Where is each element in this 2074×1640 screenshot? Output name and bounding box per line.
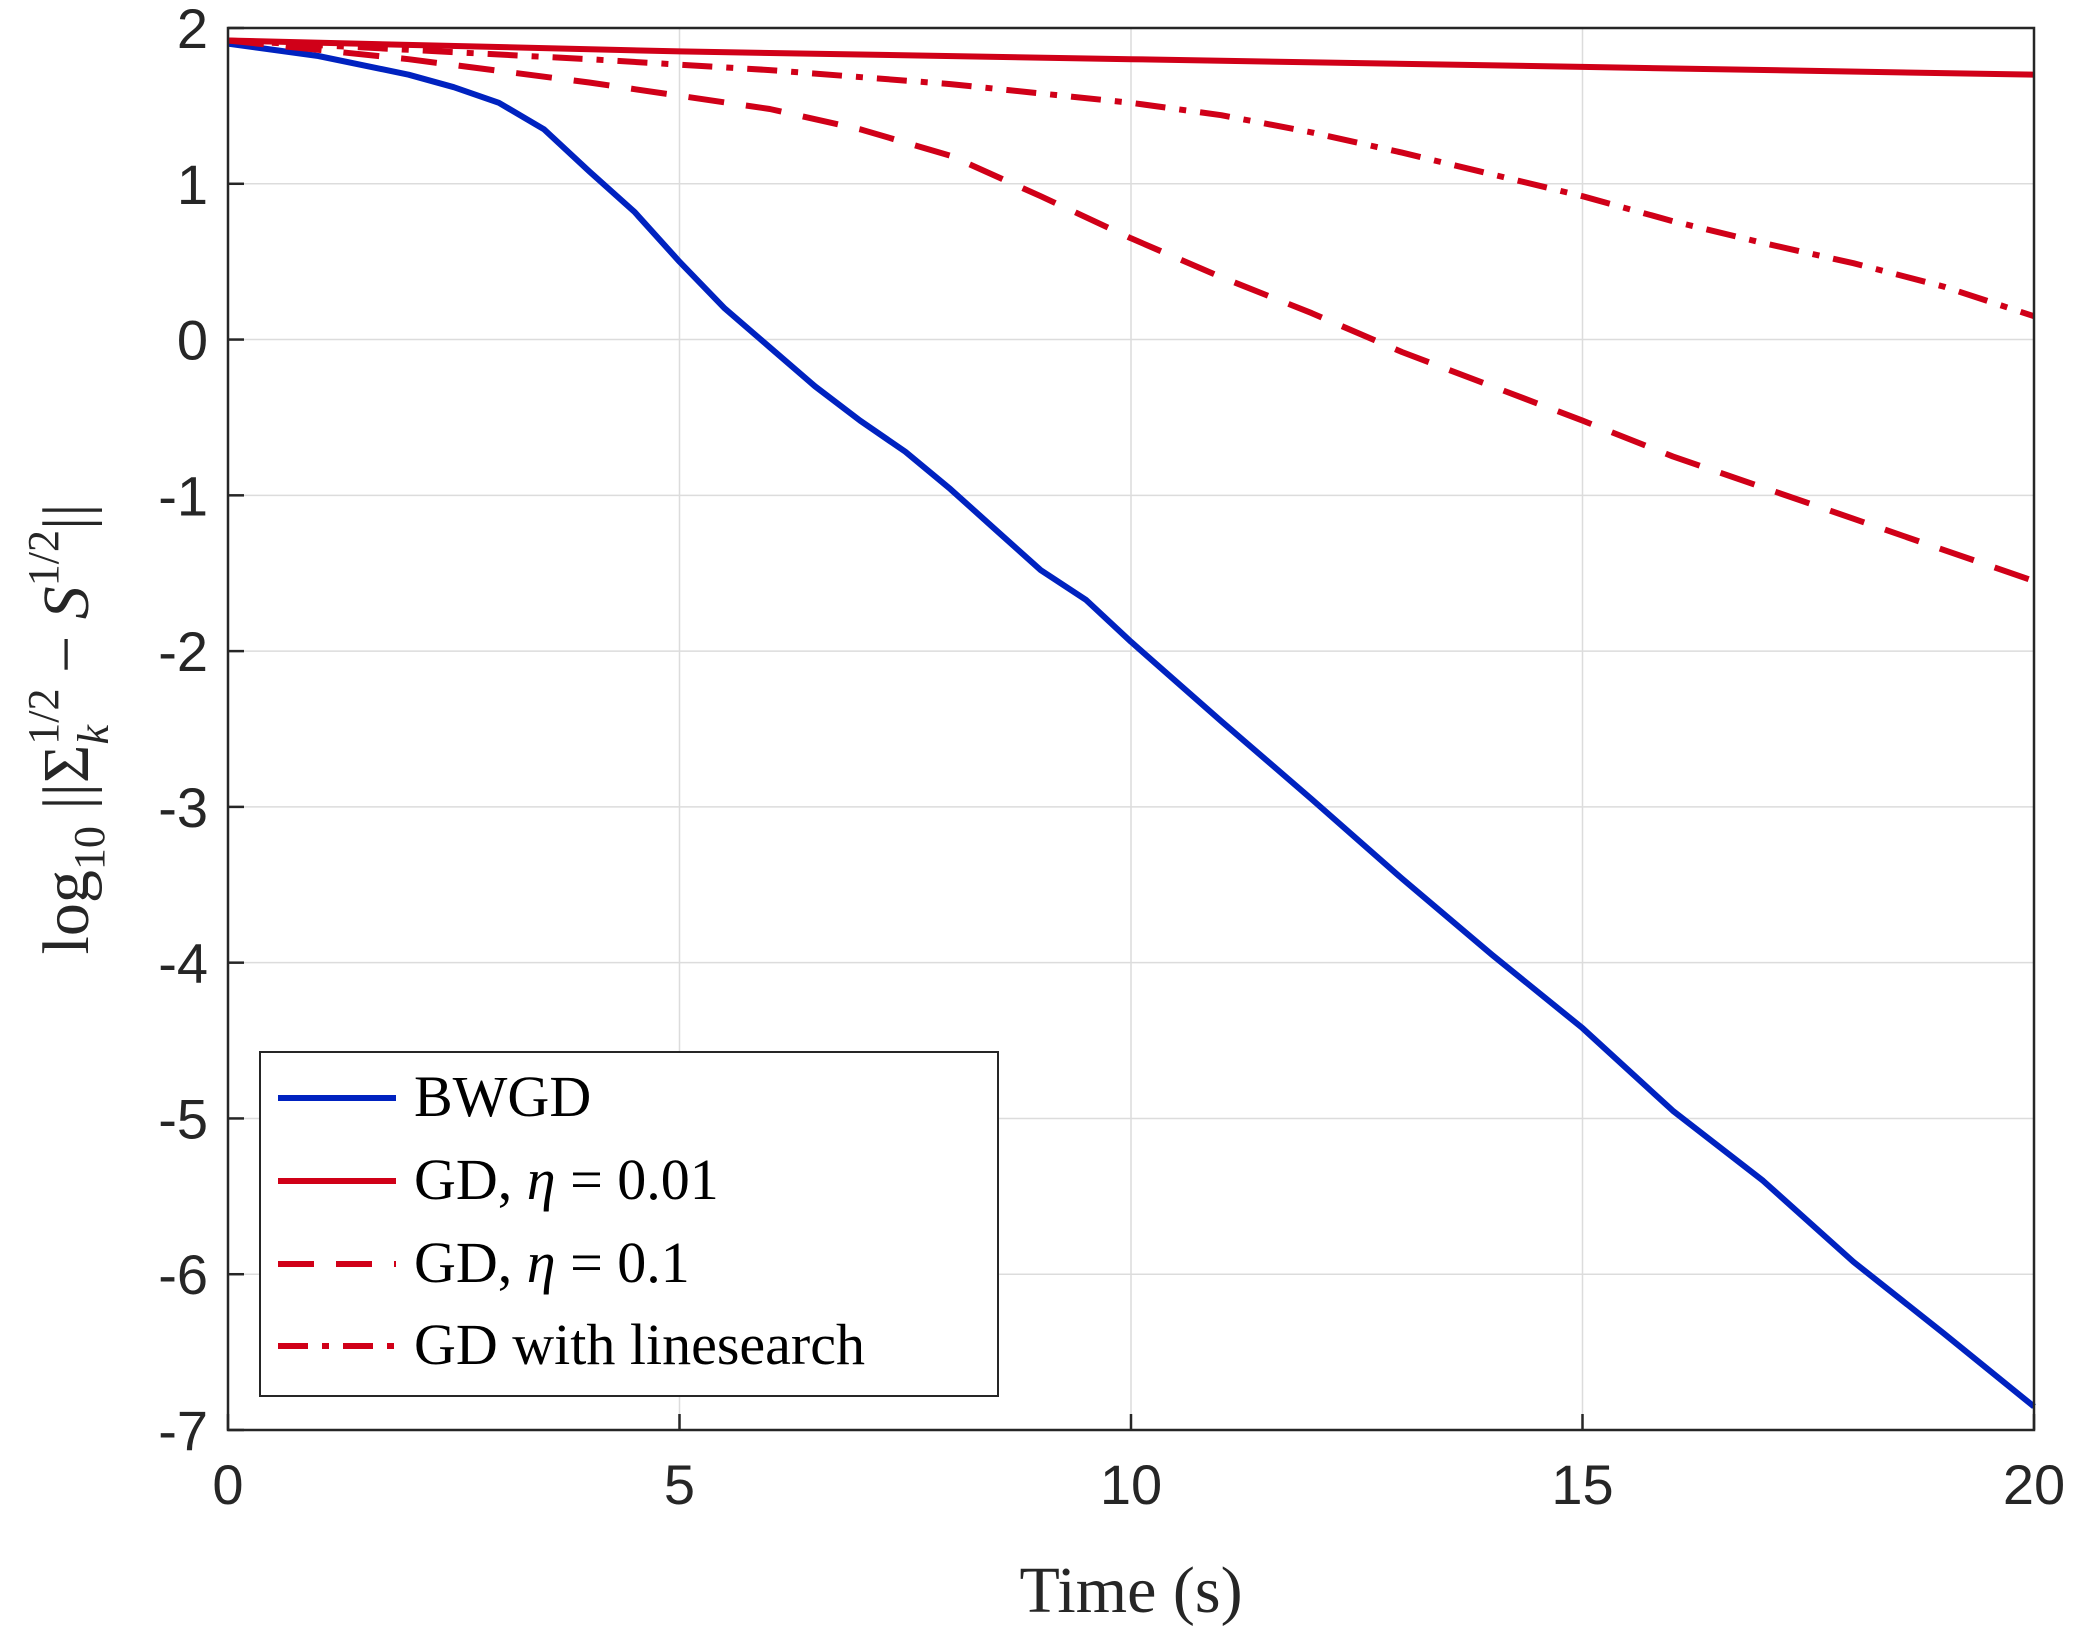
legend-gd-001-prefix: GD, (414, 1147, 527, 1212)
y-axis-label: log10 ||Σ1/2k− S1/2|| (19, 504, 118, 955)
y-tick-label: 2 (177, 0, 208, 60)
legend-samples (278, 1095, 396, 1349)
y-label-s: S (30, 586, 103, 619)
legend-gd-01-suffix: = 0.1 (556, 1230, 690, 1295)
series-line-2 (227, 37, 2035, 584)
y-tick-label: -7 (158, 1399, 208, 1462)
legend: BWGD GD, η = 0.01 GD, η = 0.1 GD with li… (259, 1051, 999, 1397)
y-label-sigma-sub: k (69, 724, 118, 745)
y-tick-label: -1 (158, 464, 208, 527)
y-tick-label: -3 (158, 776, 208, 839)
x-tick-label: 15 (1551, 1453, 1613, 1516)
x-tick-label: 20 (2003, 1453, 2065, 1516)
legend-gd-001-eta: η (527, 1147, 556, 1212)
y-tick-label: -5 (158, 1087, 208, 1150)
y-label-norm-close: || (30, 504, 103, 530)
x-tick-label: 5 (664, 1453, 695, 1516)
y-label-minus: − (30, 636, 103, 673)
y-tick-label: 1 (177, 153, 208, 216)
y-label-sigma-sup: 1/2 (19, 689, 68, 745)
series-line-3 (227, 37, 2035, 320)
y-label-space (30, 619, 103, 636)
series-line-0 (227, 40, 2036, 1409)
legend-label-gd-linesearch: GD with linesearch (414, 1312, 865, 1377)
y-label-norm-open: || (30, 783, 103, 826)
legend-label-bwgd: BWGD (414, 1064, 591, 1129)
y-tick-label: -6 (158, 1243, 208, 1306)
legend-box (259, 1051, 999, 1397)
legend-label-gd-001: GD, η = 0.01 (414, 1147, 719, 1212)
legend-gd-001-suffix: = 0.01 (556, 1147, 719, 1212)
y-label-log: log (30, 870, 103, 954)
y-tick-label: -2 (158, 620, 208, 683)
y-label-s-sup: 1/2 (19, 530, 68, 586)
legend-label-gd-01: GD, η = 0.1 (414, 1230, 690, 1295)
grid-lines (228, 28, 2034, 1430)
series-line-1 (227, 37, 2035, 78)
series-layer (227, 37, 2036, 1409)
y-tick-label: -4 (158, 932, 208, 995)
legend-gd-01-eta: η (527, 1230, 556, 1295)
y-tick-label: 0 (177, 309, 208, 372)
y-label-sigma: Σ (30, 745, 103, 783)
legend-gd-01-prefix: GD, (414, 1230, 527, 1295)
x-tick-label: 10 (1100, 1453, 1162, 1516)
y-label-log-sub: 10 (65, 826, 114, 870)
x-axis-label: Time (s) (1019, 1554, 1242, 1627)
x-tick-label: 0 (212, 1453, 243, 1516)
